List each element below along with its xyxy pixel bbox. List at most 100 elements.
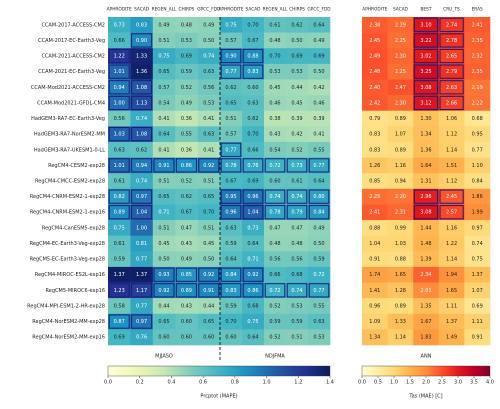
heatmap-cell [286, 157, 309, 174]
row-label: RegCM4-CNRM-ESM2-1-exp16 [30, 210, 105, 216]
heatmap-cell [220, 329, 243, 346]
cell-label: 0.69 [247, 179, 258, 185]
cell-label: 0.64 [158, 132, 169, 138]
cell-label: 0.43 [181, 303, 192, 309]
cell-label: 1.06 [446, 116, 457, 122]
heatmap-cell [197, 329, 221, 346]
heatmap-cell [362, 298, 388, 315]
colorbar [107, 365, 331, 377]
cell-label: 0.36 [181, 116, 192, 122]
heatmap-cell [413, 173, 440, 190]
cell-label: 0.49 [158, 22, 169, 28]
heatmap-cell [264, 313, 287, 330]
heatmap-cell [264, 95, 287, 112]
heatmap-cell [108, 110, 131, 127]
heatmap-cell [286, 63, 309, 80]
cell-label: 1.07 [395, 132, 406, 138]
heatmap-cell [264, 266, 287, 283]
heatmap-cell [464, 17, 491, 33]
cell-label: 1.14 [446, 257, 457, 263]
cell-label: 0.92 [203, 163, 214, 169]
cell-label: 0.66 [114, 38, 125, 44]
cell-label: 0.46 [269, 100, 280, 106]
heatmap-cell [387, 173, 414, 190]
tick-label: 4.0 [486, 380, 494, 386]
row-label: HadGEM3-RA7-EC-Earth3-Veg [31, 116, 105, 122]
heatmap-cell [464, 251, 491, 268]
highlight-box [220, 48, 242, 64]
heatmap-cell [130, 204, 154, 221]
heatmap-cell [175, 95, 198, 112]
column-label: SACAD [393, 7, 409, 13]
highlight-box [153, 267, 175, 282]
cell-label: 1.33 [136, 54, 147, 60]
heatmap-cell [362, 141, 388, 158]
heatmap-cell [197, 266, 221, 283]
heatmap-cell [308, 141, 331, 158]
heatmap-cell [175, 329, 198, 346]
heatmap-cell [362, 126, 388, 143]
cell-label: 3.12 [420, 100, 431, 106]
tick-label: 0.8 [231, 380, 239, 386]
cell-label: 0.59 [225, 241, 236, 247]
heatmap-cell [175, 141, 198, 158]
cell-label: 0.53 [203, 100, 214, 106]
heatmap-cell [152, 95, 176, 112]
highlight-box [108, 314, 130, 329]
heatmap-cell [220, 204, 243, 221]
cell-label: 0.58 [114, 303, 125, 309]
heatmap-cell [197, 188, 221, 205]
highlight-box [108, 95, 130, 111]
cell-label: 0.70 [203, 210, 214, 216]
heatmap-cell [152, 79, 176, 96]
cell-label: 0.67 [247, 38, 258, 44]
heatmap-cell [438, 251, 465, 268]
heatmap-cell [413, 313, 440, 330]
row-label: CCAM-Mod2021-ACCESS-CM2 [31, 85, 105, 91]
heatmap-cell [175, 79, 198, 96]
heatmap-cell [242, 141, 265, 158]
highlight-box [242, 64, 264, 79]
cell-label: 1.67 [420, 319, 431, 325]
cell-label: 1.83 [420, 335, 431, 341]
cell-label: 0.42 [313, 85, 324, 91]
cell-label: 0.51 [158, 225, 169, 231]
cell-label: 0.70 [225, 319, 236, 325]
column-label: APHRODITE [362, 7, 387, 13]
cell-label: 0.56 [203, 85, 214, 91]
heatmap-cell [242, 220, 265, 236]
heatmap-cell [197, 110, 221, 127]
heatmap-cell [108, 235, 131, 252]
heatmap-cell [286, 32, 309, 49]
highlight-box [108, 64, 130, 79]
heatmap-cell [130, 63, 154, 80]
highlight-box [413, 17, 439, 32]
heatmap-cell [264, 141, 287, 158]
tick-label: 1.2 [294, 380, 302, 386]
cell-label: 0.73 [114, 22, 125, 28]
cell-label: 0.54 [158, 100, 169, 106]
cell-label: 0.72 [269, 288, 280, 294]
heatmap-cell [413, 329, 440, 346]
cell-label: 0.62 [181, 194, 192, 200]
cell-label: 1.00 [114, 100, 125, 106]
column-label: GPCC_FDD [307, 7, 331, 13]
heatmap-cell [413, 251, 440, 268]
cell-label: 0.51 [225, 116, 236, 122]
heatmap-cell [286, 251, 309, 268]
heatmap-cell [308, 110, 331, 127]
cell-label: 1.00 [136, 225, 147, 231]
cell-label: 0.69 [291, 54, 302, 60]
cell-label: 0.48 [181, 22, 192, 28]
row-label: CCAM-2017-EC-Earth3-Veg [38, 38, 105, 44]
cell-label: 1.17 [136, 288, 147, 294]
heatmap-cell [362, 48, 388, 65]
cell-label: 0.63 [247, 100, 258, 106]
cell-label: 3.02 [420, 54, 431, 60]
heatmap-cell [264, 110, 287, 127]
heatmap-cell [308, 329, 331, 346]
cell-label: 1.10 [472, 163, 483, 169]
cell-label: 1.09 [369, 319, 380, 325]
cell-label: 1.11 [446, 303, 457, 309]
cell-label: 0.83 [225, 288, 236, 294]
